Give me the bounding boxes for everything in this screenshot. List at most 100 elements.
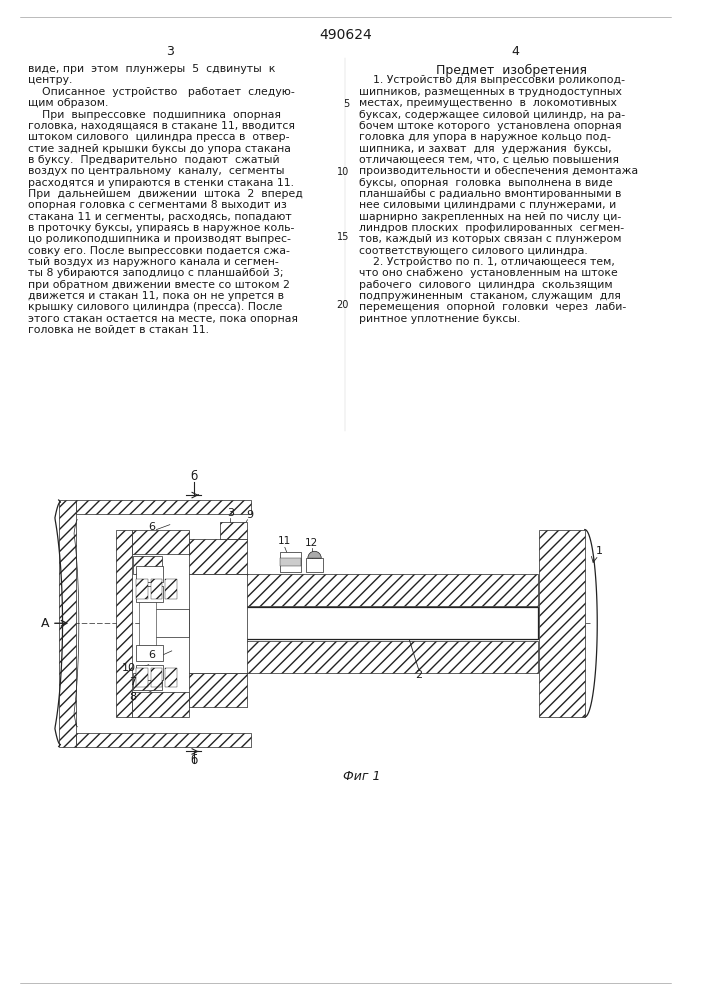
Text: 6: 6	[148, 522, 156, 532]
Polygon shape	[132, 692, 189, 717]
Text: планшайбы с радиально вмонтированными в: планшайбы с радиально вмонтированными в	[358, 189, 621, 199]
Text: рабочего  силового  цилиндра  скользящим: рабочего силового цилиндра скользящим	[358, 280, 612, 290]
Text: шипника, и захват  для  удержания  буксы,: шипника, и захват для удержания буксы,	[358, 144, 612, 154]
Text: При  дальнейшем  движении  штока  2  вперед: При дальнейшем движении штока 2 вперед	[28, 189, 303, 199]
Text: виде, при  этом  плунжеры  5  сдвинуты  к: виде, при этом плунжеры 5 сдвинуты к	[28, 64, 276, 74]
Bar	[306, 558, 323, 572]
Text: соответствующего силового цилиндра.: соответствующего силового цилиндра.	[358, 246, 588, 256]
Polygon shape	[76, 500, 251, 514]
Text: 1: 1	[596, 546, 603, 556]
Text: в буксу.  Предварительно  подают  сжатый: в буксу. Предварительно подают сжатый	[28, 155, 280, 165]
Text: 20: 20	[337, 300, 349, 310]
Text: 490624: 490624	[319, 28, 372, 42]
Text: 1. Устройство для выпрессовки роликопод-: 1. Устройство для выпрессовки роликопод-	[358, 75, 624, 85]
Text: шарнирно закрепленных на ней по числу ци-: шарнирно закрепленных на ней по числу ци…	[358, 212, 621, 222]
Text: 10: 10	[337, 167, 349, 177]
Text: линдров плоских  профилированных  сегмен-: линдров плоских профилированных сегмен-	[358, 223, 624, 233]
Text: б: б	[190, 470, 197, 483]
Text: 4: 4	[511, 45, 519, 58]
Text: цо роликоподшипника и производят выпрес-: цо роликоподшипника и производят выпрес-	[28, 234, 291, 244]
Text: 5: 5	[343, 99, 349, 109]
Text: этого стакан остается на месте, пока опорная: этого стакан остается на месте, пока опо…	[28, 314, 298, 324]
Text: б: б	[190, 754, 197, 767]
Bar	[151, 668, 162, 687]
Text: отличающееся тем, что, с целью повышения: отличающееся тем, что, с целью повышения	[358, 155, 619, 165]
Polygon shape	[59, 500, 76, 747]
Bar	[280, 552, 301, 572]
Bar	[141, 609, 189, 637]
Bar	[136, 566, 163, 582]
Bar	[136, 668, 148, 687]
Text: 3: 3	[166, 45, 174, 58]
Wedge shape	[308, 551, 321, 558]
Text: 12: 12	[305, 538, 318, 548]
Text: стакана 11 и сегменты, расходясь, попадают: стакана 11 и сегменты, расходясь, попада…	[28, 212, 292, 222]
Text: тов, каждый из которых связан с плунжером: тов, каждый из которых связан с плунжеро…	[358, 234, 621, 244]
Bar	[165, 579, 177, 599]
Text: крышку силового цилиндра (пресса). После: крышку силового цилиндра (пресса). После	[28, 302, 282, 312]
Text: 2: 2	[416, 670, 423, 680]
Polygon shape	[189, 673, 247, 707]
Text: 8: 8	[129, 692, 136, 702]
Text: Фиг 1: Фиг 1	[343, 770, 380, 783]
Text: бочем штоке которого  установлена опорная: бочем штоке которого установлена опорная	[358, 121, 621, 131]
Text: что оно снабжено  установленным на штоке: что оно снабжено установленным на штоке	[358, 268, 617, 278]
Bar	[223, 607, 538, 639]
Text: местах, преимущественно  в  локомотивных: местах, преимущественно в локомотивных	[358, 98, 617, 108]
Polygon shape	[76, 733, 251, 747]
Text: нее силовыми цилиндрами с плунжерами, и: нее силовыми цилиндрами с плунжерами, и	[358, 200, 616, 210]
Text: штоком силового  цилиндра пресса в  отвер-: штоком силового цилиндра пресса в отвер-	[28, 132, 290, 142]
Text: головка для упора в наружное кольцо под-: головка для упора в наружное кольцо под-	[358, 132, 611, 142]
Text: 10: 10	[122, 663, 136, 673]
Bar	[136, 645, 163, 661]
Text: 6: 6	[148, 650, 156, 660]
Text: 9: 9	[247, 510, 254, 520]
Text: 3: 3	[227, 508, 234, 518]
Text: 7: 7	[129, 677, 136, 687]
Text: головка не войдет в стакан 11.: головка не войдет в стакан 11.	[28, 325, 209, 335]
Bar	[165, 668, 177, 687]
Polygon shape	[189, 539, 247, 574]
Text: расходятся и упираются в стенки стакана 11.: расходятся и упираются в стенки стакана …	[28, 178, 294, 188]
Bar	[189, 574, 247, 673]
Bar	[136, 665, 163, 680]
Text: перемещения  опорной  головки  через  лаби-: перемещения опорной головки через лаби-	[358, 302, 626, 312]
Text: 11: 11	[279, 536, 291, 546]
Text: производительности и обеспечения демонтажа: производительности и обеспечения демонта…	[358, 166, 638, 176]
Text: буксы, опорная  головка  выполнена в виде: буксы, опорная головка выполнена в виде	[358, 178, 612, 188]
Bar	[139, 602, 156, 645]
Bar	[151, 579, 162, 599]
Bar	[134, 556, 162, 574]
Text: буксах, содержащее силовой цилиндр, на ра-: буксах, содержащее силовой цилиндр, на р…	[358, 109, 625, 119]
Text: щим образом.: щим образом.	[28, 98, 108, 108]
Text: совку его. После выпрессовки подается сжа-: совку его. После выпрессовки подается сж…	[28, 246, 290, 256]
Text: ринтное уплотнение буксы.: ринтное уплотнение буксы.	[358, 314, 520, 324]
Text: При  выпрессовке  подшипника  опорная: При выпрессовке подшипника опорная	[28, 109, 281, 119]
Polygon shape	[132, 530, 189, 554]
Bar	[280, 558, 301, 566]
Text: подпружиненным  стаканом, служащим  для: подпружиненным стаканом, служащим для	[358, 291, 621, 301]
Bar	[220, 522, 247, 539]
Bar	[136, 586, 163, 602]
Text: ты 8 убираются заподлицо с планшайбой 3;: ты 8 убираются заподлицо с планшайбой 3;	[28, 268, 284, 278]
Text: в проточку буксы, упираясь в наружное коль-: в проточку буксы, упираясь в наружное ко…	[28, 223, 294, 233]
Text: центру.: центру.	[28, 75, 72, 85]
Text: шипников, размещенных в труднодоступных: шипников, размещенных в труднодоступных	[358, 87, 621, 97]
Polygon shape	[223, 641, 538, 673]
Text: стие задней крышки буксы до упора стакана: стие задней крышки буксы до упора стакан…	[28, 144, 291, 154]
Text: при обратном движении вместе со штоком 2: при обратном движении вместе со штоком 2	[28, 280, 290, 290]
Bar	[539, 530, 585, 717]
Text: Предмет  изобретения: Предмет изобретения	[436, 64, 588, 77]
Polygon shape	[116, 530, 132, 717]
Polygon shape	[223, 574, 538, 606]
Text: 2. Устройство по п. 1, отличающееся тем,: 2. Устройство по п. 1, отличающееся тем,	[358, 257, 614, 267]
Text: тый воздух из наружного канала и сегмен-: тый воздух из наружного канала и сегмен-	[28, 257, 279, 267]
Bar	[134, 673, 162, 690]
Text: Описанное  устройство   работает  следую-: Описанное устройство работает следую-	[28, 87, 295, 97]
Text: воздух по центральному  каналу,  сегменты: воздух по центральному каналу, сегменты	[28, 166, 284, 176]
Bar	[136, 579, 148, 599]
Text: A: A	[40, 617, 49, 630]
Text: 15: 15	[337, 232, 349, 242]
Text: опорная головка с сегментами 8 выходит из: опорная головка с сегментами 8 выходит и…	[28, 200, 287, 210]
Text: движется и стакан 11, пока он не упрется в: движется и стакан 11, пока он не упрется…	[28, 291, 284, 301]
